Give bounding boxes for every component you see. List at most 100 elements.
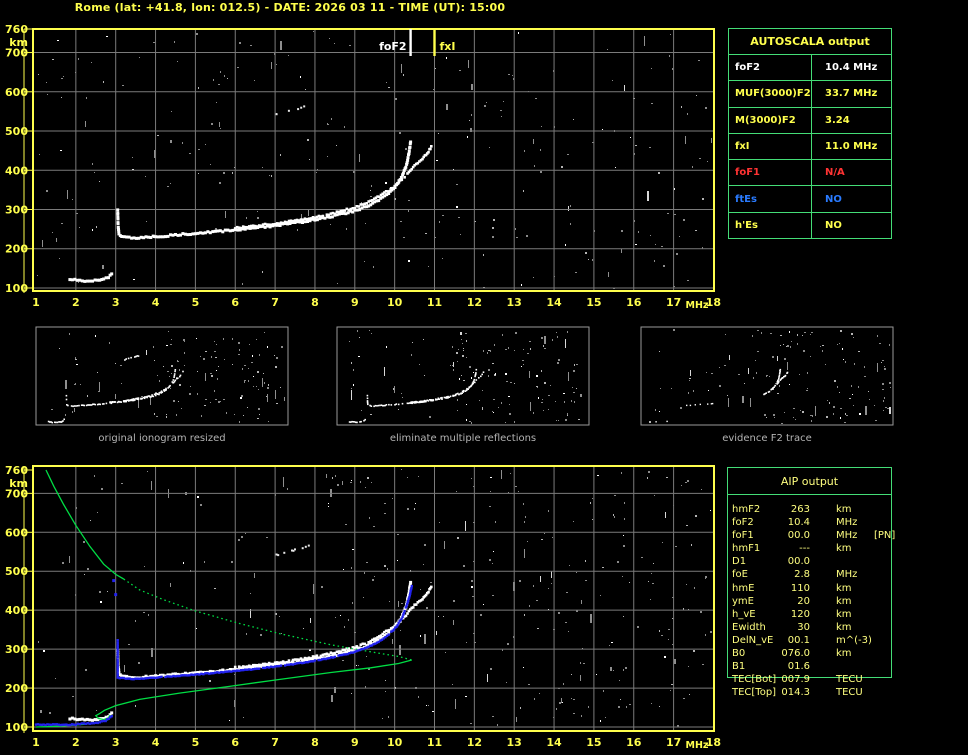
aip-row-b1: B1 01.6: [727, 660, 899, 673]
marker-label-foF2: foF2: [379, 40, 407, 53]
svg-text:17: 17: [666, 736, 681, 749]
aip-row-fof2: foF2 10.4 MHz: [727, 516, 899, 529]
thumbnail-original: [35, 326, 289, 426]
svg-text:18: 18: [706, 736, 721, 749]
svg-text:700: 700: [5, 47, 28, 60]
aip-row-1-aip-val: 10.4: [787, 517, 810, 529]
aip-row-9-aip-val: 30: [797, 621, 810, 633]
aip-row-1-aip-note: [874, 516, 899, 529]
svg-text:km: km: [9, 36, 28, 49]
top-ionogram-plot-white-trace: [68, 105, 433, 283]
aip-row-14-aip-note: [874, 686, 899, 699]
aip-row-11-aip-val: 076.0: [781, 648, 810, 660]
aip-row-0-aip-unit: km: [836, 504, 852, 515]
aip-row-13-aip-note: [874, 673, 899, 686]
aip-row-3-aip-name: hmF1: [732, 543, 761, 555]
aip-row-10-aip-name: DelN_vE: [732, 634, 774, 646]
autoscala-row-6: h'Es NO: [729, 212, 891, 238]
svg-text:7: 7: [271, 296, 279, 309]
svg-text:500: 500: [5, 125, 28, 138]
autoscala-row-1: MUF(3000)F2 33.7 MHz: [729, 81, 891, 108]
aip-row-7-aip-spacer: [810, 595, 836, 608]
aip-row-5-aip-spacer: [810, 568, 836, 581]
aip-row-12-aip-note: [874, 660, 899, 673]
svg-text:10: 10: [387, 736, 403, 749]
svg-text:5: 5: [192, 296, 200, 309]
aip-row-11-aip-spacer: [810, 647, 836, 660]
aip-row-7-aip-note: [874, 595, 899, 608]
aip-row-8-aip-unit: km: [836, 608, 852, 620]
aip-row-fof1: foF1 00.0 MHz [PN]: [727, 529, 899, 542]
autoscala-panel-title: AUTOSCALA output: [729, 29, 891, 55]
svg-text:17: 17: [666, 296, 681, 309]
aip-row-4-aip-name: D1: [732, 556, 747, 568]
svg-text:MHz: MHz: [686, 300, 709, 311]
top-ionogram-plot-noise: [37, 31, 712, 289]
autoscala-row-1-value: 33.7 MHz: [825, 88, 878, 100]
aip-row-12-aip-val: 01.6: [787, 661, 810, 673]
svg-text:12: 12: [467, 736, 482, 749]
thumbnail-caption-eliminate: eliminate multiple reflections: [389, 433, 537, 444]
svg-text:11: 11: [427, 736, 442, 749]
aip-row-yme: ymE 20 km: [727, 595, 899, 608]
aip-row-4-aip-spacer: [810, 555, 836, 568]
svg-text:760: 760: [5, 464, 28, 477]
svg-text:1: 1: [32, 296, 40, 309]
svg-text:400: 400: [5, 164, 28, 177]
thumbnail-caption-evidence: evidence F2 trace: [722, 433, 812, 444]
aip-row-b0: B0 076.0 km: [727, 647, 899, 660]
aip-row-0-aip-note: [874, 503, 899, 516]
aip-row-10-aip-val: 00.1: [787, 634, 810, 646]
thumbnail-original-border: [35, 326, 289, 426]
aip-row-11-aip-note: [874, 647, 899, 660]
aip-row-6-aip-spacer: [810, 582, 836, 595]
svg-text:9: 9: [351, 736, 359, 749]
autoscala-row-5: ftEs NO: [729, 186, 891, 213]
svg-text:300: 300: [5, 643, 28, 656]
svg-text:2: 2: [72, 296, 80, 309]
aip-row-12-aip-name: B1: [732, 661, 746, 673]
aip-row-2-aip-unit: MHz: [836, 530, 858, 542]
aip-row-9-aip-spacer: [810, 621, 836, 634]
svg-text:400: 400: [5, 604, 28, 617]
aip-row-9-aip-note: [874, 621, 899, 634]
autoscala-row-6-value: NO: [825, 219, 842, 231]
aip-row-d1: D1 00.0: [727, 555, 899, 568]
svg-text:14: 14: [546, 296, 562, 309]
svg-text:7: 7: [271, 736, 279, 749]
aip-row-6-aip-unit: km: [836, 582, 852, 594]
svg-text:1: 1: [32, 736, 40, 749]
aip-row-12-aip-spacer: [810, 660, 836, 673]
svg-text:15: 15: [586, 296, 601, 309]
svg-text:9: 9: [351, 296, 359, 309]
svg-text:200: 200: [5, 682, 28, 695]
aip-row-0-aip-name: hmF2: [732, 504, 761, 515]
aip-row-7-aip-name: ymE: [732, 595, 754, 607]
aip-row-5-aip-val: 2.8: [794, 569, 810, 581]
thumbnail-caption-original: original ionogram resized: [98, 433, 226, 444]
thumbnail-eliminate-border: [336, 326, 590, 426]
svg-text:3: 3: [112, 296, 120, 309]
aip-row-hmf2: hmF2 263 km: [727, 503, 899, 516]
thumbnail-eliminate: [336, 326, 590, 426]
autoscala-row-5-label: ftEs: [729, 186, 812, 212]
svg-text:8: 8: [311, 736, 319, 749]
svg-text:4: 4: [152, 296, 160, 309]
aip-row-tectop: TEC[Top] 014.3 TECU: [727, 686, 899, 699]
scaled-trace-blue: [34, 579, 413, 727]
svg-text:700: 700: [5, 487, 28, 500]
aip-row-9-aip-unit: km: [836, 621, 852, 633]
aip-row-2-aip-val: 00.0: [787, 530, 810, 542]
aip-row-hmf1: hmF1 --- km: [727, 542, 899, 555]
svg-text:11: 11: [427, 296, 442, 309]
aip-row-6-aip-note: [874, 582, 899, 595]
aip-row-foe: foE 2.8 MHz: [727, 568, 899, 581]
svg-text:16: 16: [626, 296, 642, 309]
page-title: Rome (lat: +41.8, lon: 012.5) - DATE: 20…: [74, 1, 506, 14]
marker-label-fxI: fxI: [440, 40, 456, 53]
autoscala-row-1-label: MUF(3000)F2: [729, 81, 812, 107]
svg-text:100: 100: [5, 721, 28, 734]
svg-text:200: 200: [5, 243, 28, 256]
